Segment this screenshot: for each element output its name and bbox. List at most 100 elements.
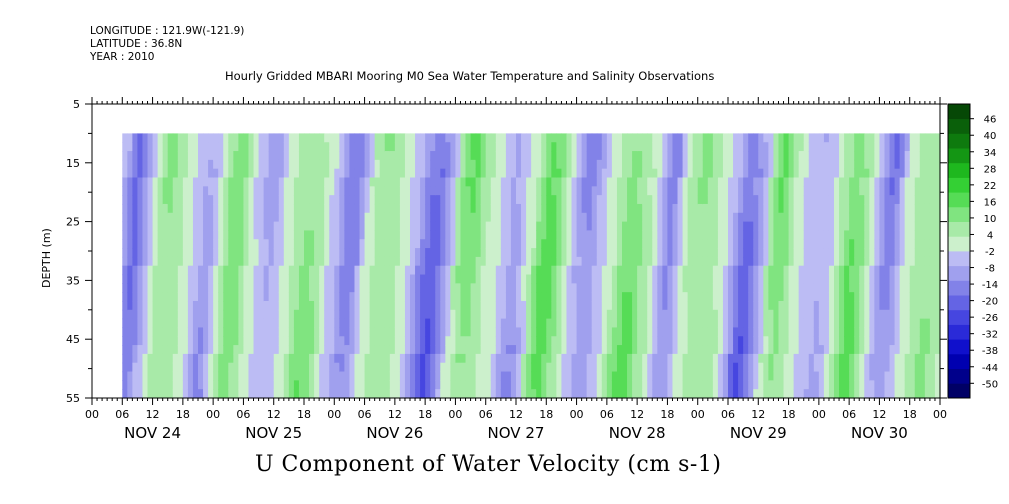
heat-cell <box>288 212 295 223</box>
heat-cell <box>450 292 457 302</box>
heat-cell <box>298 133 305 143</box>
heat-cell <box>425 133 431 143</box>
heat-cell <box>748 212 754 223</box>
heat-cell <box>470 274 477 284</box>
heat-cell <box>369 283 376 293</box>
heat-cell <box>440 380 446 390</box>
heat-cell <box>298 186 305 196</box>
heat-cell <box>712 389 719 399</box>
heat-cell <box>399 380 406 390</box>
heat-cell <box>440 389 446 399</box>
heat-cell <box>304 212 310 223</box>
heat-cell <box>198 292 204 302</box>
heat-cell <box>344 380 351 390</box>
heat-cell <box>208 371 214 381</box>
heat-cell <box>813 265 820 276</box>
heat-cell <box>147 353 154 364</box>
heat-cell <box>278 151 285 161</box>
heat-cell <box>924 239 931 249</box>
heat-cell <box>586 203 593 214</box>
heat-cell <box>399 274 406 284</box>
heat-cell <box>551 159 557 170</box>
heat-cell <box>314 371 320 381</box>
heat-cell <box>354 309 361 320</box>
heat-cell <box>813 309 820 320</box>
heat-cell <box>783 159 790 170</box>
heat-cell <box>410 345 416 355</box>
heat-cell <box>672 168 679 179</box>
heat-cell <box>919 248 926 258</box>
heat-cell <box>147 371 154 381</box>
heat-cell <box>919 203 926 214</box>
heat-cell <box>622 318 628 329</box>
heat-cell <box>687 177 694 187</box>
heat-cell <box>844 248 850 258</box>
heat-cell <box>748 283 754 293</box>
heat-cell <box>571 230 578 240</box>
heat-cell <box>556 133 563 143</box>
heat-cell <box>228 300 234 311</box>
heat-cell <box>288 345 295 355</box>
heat-cell <box>526 177 532 187</box>
heat-cell <box>849 265 855 276</box>
heat-cell <box>687 380 694 390</box>
heat-cell <box>344 203 351 214</box>
heat-cell <box>914 230 921 240</box>
heat-cell <box>611 133 618 143</box>
heat-cell <box>728 151 734 161</box>
heat-cell <box>298 300 305 311</box>
heat-cell <box>753 292 759 302</box>
heat-cell <box>869 142 875 152</box>
heat-cell <box>485 371 492 381</box>
heat-cell <box>404 336 411 346</box>
heat-cell <box>828 159 835 170</box>
heat-cell <box>399 336 406 346</box>
heat-cell <box>909 336 916 346</box>
heat-cell <box>309 292 315 302</box>
heat-cell <box>803 177 810 187</box>
heat-cell <box>273 380 280 390</box>
heat-cell <box>187 362 194 373</box>
heat-cell <box>521 186 527 196</box>
heat-cell <box>500 168 507 179</box>
heat-cell <box>561 256 568 267</box>
heat-cell <box>470 230 477 240</box>
heat-cell <box>884 265 891 276</box>
heat-cell <box>702 300 709 311</box>
heat-cell <box>521 212 527 223</box>
heat-cell <box>122 186 128 196</box>
heat-cell <box>702 345 709 355</box>
heat-cell <box>495 362 502 373</box>
heat-cell <box>233 353 239 364</box>
heat-cell <box>591 309 598 320</box>
heat-cell <box>339 203 345 214</box>
heat-cell <box>687 265 694 276</box>
heat-cell <box>697 186 704 196</box>
heat-cell <box>692 389 699 399</box>
heat-cell <box>808 239 815 249</box>
heat-cell <box>642 186 648 196</box>
heat-cell <box>823 274 830 284</box>
heat-cell <box>536 186 542 196</box>
heat-cell <box>339 345 345 355</box>
heat-cell <box>500 309 507 320</box>
heat-cell <box>293 168 300 179</box>
heat-cell <box>536 177 542 187</box>
heat-cell <box>137 256 144 267</box>
heat-cell <box>465 221 472 232</box>
heat-cell <box>354 256 361 267</box>
heat-cell <box>536 256 542 267</box>
heat-cell <box>773 212 780 223</box>
heat-cell <box>187 239 194 249</box>
heat-cell <box>712 274 719 284</box>
heat-cell <box>616 186 623 196</box>
heat-cell <box>450 256 457 267</box>
heat-cell <box>808 318 815 329</box>
heat-cell <box>611 256 618 267</box>
heat-cell <box>712 327 719 337</box>
heat-cell <box>849 168 855 179</box>
heat-cell <box>162 203 169 214</box>
heat-cell <box>924 186 931 196</box>
heat-cell <box>304 336 310 346</box>
heat-cell <box>813 248 820 258</box>
